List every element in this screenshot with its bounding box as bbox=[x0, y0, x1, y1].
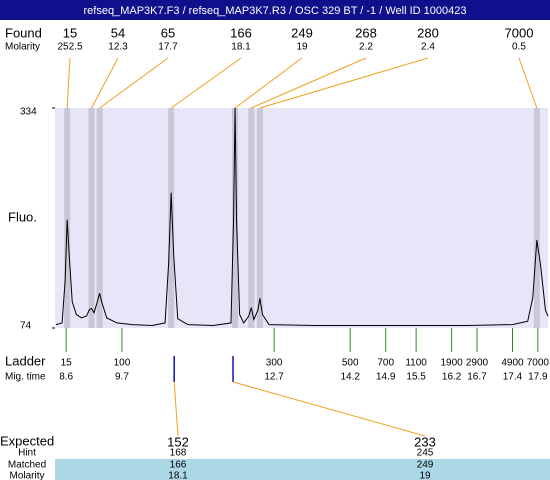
ladder-label: Ladder bbox=[5, 353, 46, 368]
found-size: 249 bbox=[291, 25, 313, 40]
hint-size: 245 bbox=[417, 448, 434, 459]
migtime-label: Mig. time bbox=[5, 372, 46, 383]
expected-size: 152 bbox=[167, 434, 189, 449]
expected-connector bbox=[173, 381, 179, 437]
expected-connector bbox=[232, 381, 426, 437]
plot-area bbox=[55, 108, 548, 328]
ladder-size: 7000 bbox=[527, 358, 550, 369]
peak-connector bbox=[259, 57, 429, 109]
ladder-size: 1100 bbox=[405, 358, 427, 369]
expected-molarity-label: Molarity bbox=[9, 471, 44, 480]
matched-band bbox=[55, 459, 550, 480]
matched-size: 166 bbox=[170, 460, 187, 471]
y-tick-label: 74 bbox=[20, 321, 32, 332]
peak-connector bbox=[518, 57, 538, 109]
y-label: Fluo. bbox=[8, 209, 37, 224]
ladder-size: 2900 bbox=[466, 358, 489, 369]
matched-label: Matched bbox=[8, 460, 46, 471]
ladder-size: 15 bbox=[61, 358, 73, 369]
found-molarity: 18.1 bbox=[231, 42, 251, 53]
matched-molarity: 19 bbox=[419, 471, 431, 480]
hint-size: 168 bbox=[170, 448, 187, 459]
found-size: 268 bbox=[355, 25, 377, 40]
hint-label: Hint bbox=[18, 448, 36, 459]
ladder-time: 16.2 bbox=[442, 372, 462, 383]
peak-band bbox=[96, 108, 103, 328]
y-tick-label: 334 bbox=[20, 107, 37, 118]
ladder-time: 9.7 bbox=[115, 372, 129, 383]
expected-size: 233 bbox=[414, 434, 436, 449]
found-molarity: 19 bbox=[296, 42, 308, 53]
matched-molarity: 18.1 bbox=[168, 471, 188, 480]
ladder-size: 100 bbox=[114, 358, 131, 369]
peak-connector bbox=[66, 57, 71, 109]
peak-connector bbox=[251, 57, 367, 109]
found-label: Found bbox=[5, 25, 42, 40]
peak-connector bbox=[99, 57, 169, 109]
ladder-time: 12.7 bbox=[264, 372, 284, 383]
title: refseq_MAP3K7.F3 / refseq_MAP3K7.R3 / OS… bbox=[84, 5, 467, 17]
found-molarity: 17.7 bbox=[158, 42, 178, 53]
found-molarity: 2.4 bbox=[421, 42, 435, 53]
peak-band bbox=[168, 108, 175, 328]
found-size: 7000 bbox=[505, 25, 534, 40]
ladder-size: 700 bbox=[377, 358, 394, 369]
peak-band bbox=[248, 108, 255, 328]
found-size: 280 bbox=[417, 25, 439, 40]
peak-connector bbox=[234, 57, 303, 109]
ladder-time: 14.9 bbox=[376, 372, 396, 383]
found-size: 54 bbox=[111, 25, 125, 40]
peak-connector bbox=[170, 57, 242, 109]
found-molarity: 252.5 bbox=[57, 42, 82, 53]
molarity-label: Molarity bbox=[5, 42, 40, 53]
found-size: 65 bbox=[161, 25, 175, 40]
found-molarity: 12.3 bbox=[108, 42, 128, 53]
ladder-time: 16.7 bbox=[467, 372, 487, 383]
trace bbox=[55, 107, 549, 326]
found-size: 166 bbox=[230, 25, 252, 40]
peak-band bbox=[256, 108, 263, 328]
ladder-time: 15.5 bbox=[406, 372, 426, 383]
matched-size: 249 bbox=[417, 460, 434, 471]
ladder-time: 17.9 bbox=[528, 372, 548, 383]
title-bar bbox=[0, 0, 550, 20]
peak-band bbox=[533, 108, 540, 328]
found-size: 15 bbox=[63, 25, 77, 40]
ladder-size: 4900 bbox=[501, 358, 524, 369]
peak-band bbox=[88, 108, 95, 328]
ladder-size: 1900 bbox=[441, 358, 464, 369]
expected-label: Expected bbox=[0, 433, 54, 448]
ladder-time: 14.2 bbox=[340, 372, 360, 383]
ladder-size: 500 bbox=[342, 358, 359, 369]
found-molarity: 2.2 bbox=[359, 42, 373, 53]
ladder-time: 8.6 bbox=[59, 372, 73, 383]
peak-band bbox=[232, 108, 239, 328]
found-molarity: 0.5 bbox=[512, 42, 526, 53]
ladder-size: 300 bbox=[266, 358, 283, 369]
ladder-time: 17.4 bbox=[503, 372, 523, 383]
peak-band bbox=[64, 108, 71, 328]
peak-connector bbox=[91, 57, 119, 109]
